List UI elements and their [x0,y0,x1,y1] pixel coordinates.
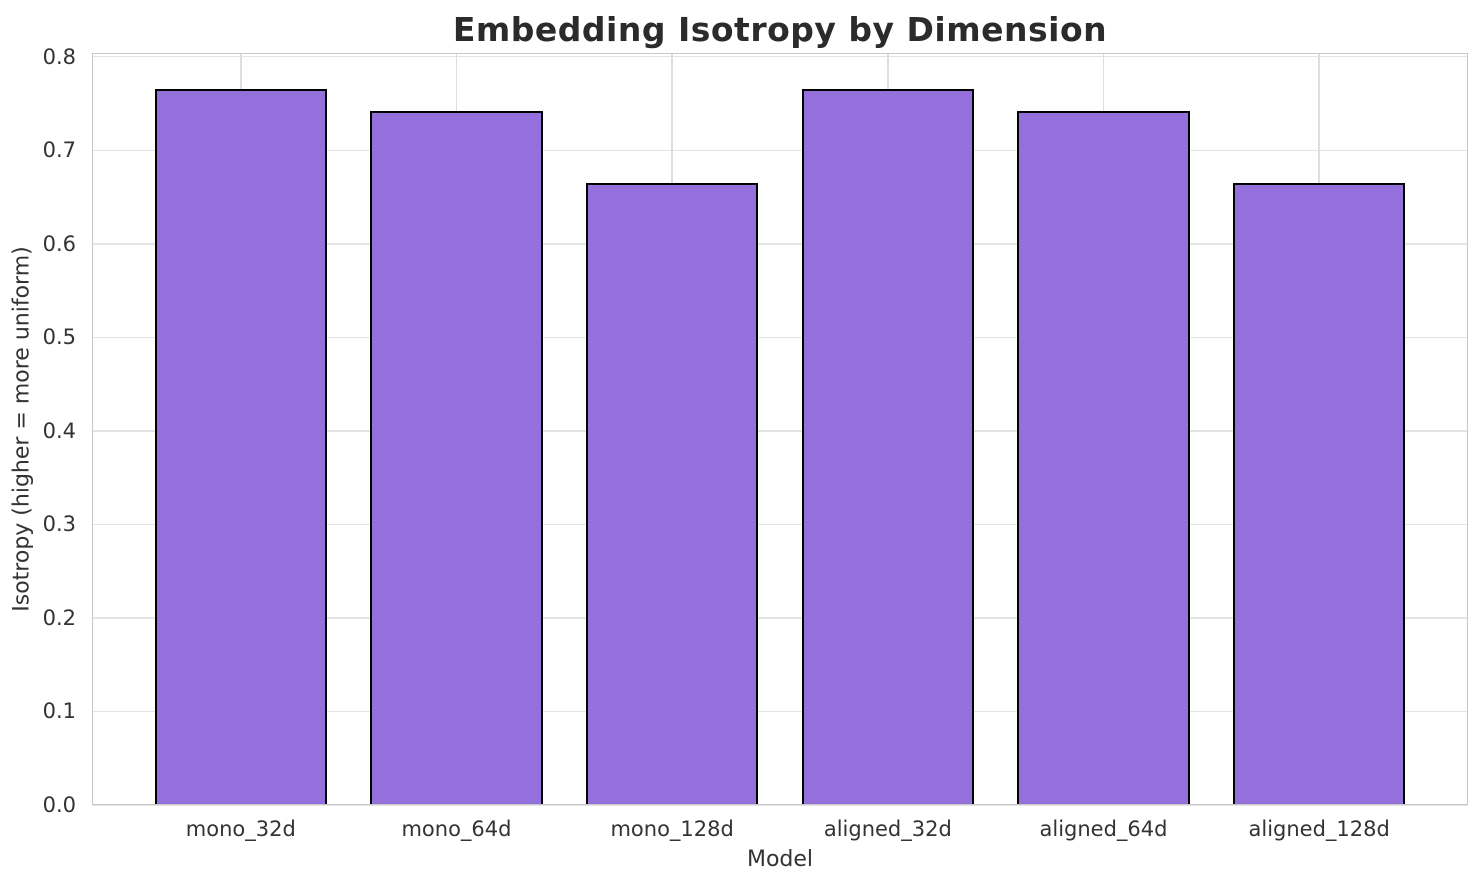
x-axis-label: Model [746,847,814,872]
y-tick-label: 0.8 [42,44,76,69]
x-tick-label: aligned_32d [823,817,952,841]
bar-mono_128d [585,183,759,805]
chart-title: Embedding Isotropy by Dimension [452,10,1108,49]
y-tick-label: 0.4 [42,418,76,443]
bar-mono_64d [370,110,543,805]
y-tick-label: 0.7 [42,138,76,163]
gridline-h [92,336,1468,339]
y-tick-label: 0.3 [42,512,76,537]
gridline-h [92,617,1468,619]
x-tick-label: mono_32d [185,817,296,841]
y-tick-label: 0.0 [42,793,76,817]
gridline-h [92,710,1468,713]
bar-aligned_128d [1232,183,1406,805]
x-tick-label: aligned_128d [1248,817,1390,841]
y-tick-label: 0.1 [42,699,76,724]
x-tick-label: mono_64d [401,817,512,841]
x-tick-label: mono_128d [610,817,734,841]
y-tick-label: 0.6 [42,231,76,256]
plot-area [92,53,1468,806]
y-tick-label: 0.2 [42,605,76,630]
x-tick-label: aligned_64d [1039,817,1168,841]
gridline-h [92,55,1468,58]
gridline-h [92,149,1468,152]
gridline-h [92,804,1468,806]
bar-aligned_64d [1017,110,1190,805]
gridline-h [92,243,1468,245]
y-tick-label: 0.5 [42,325,76,350]
bar-aligned_32d [801,89,975,805]
bar-mono_32d [154,89,328,805]
gridline-h [92,430,1468,432]
gridline-h [92,523,1468,526]
